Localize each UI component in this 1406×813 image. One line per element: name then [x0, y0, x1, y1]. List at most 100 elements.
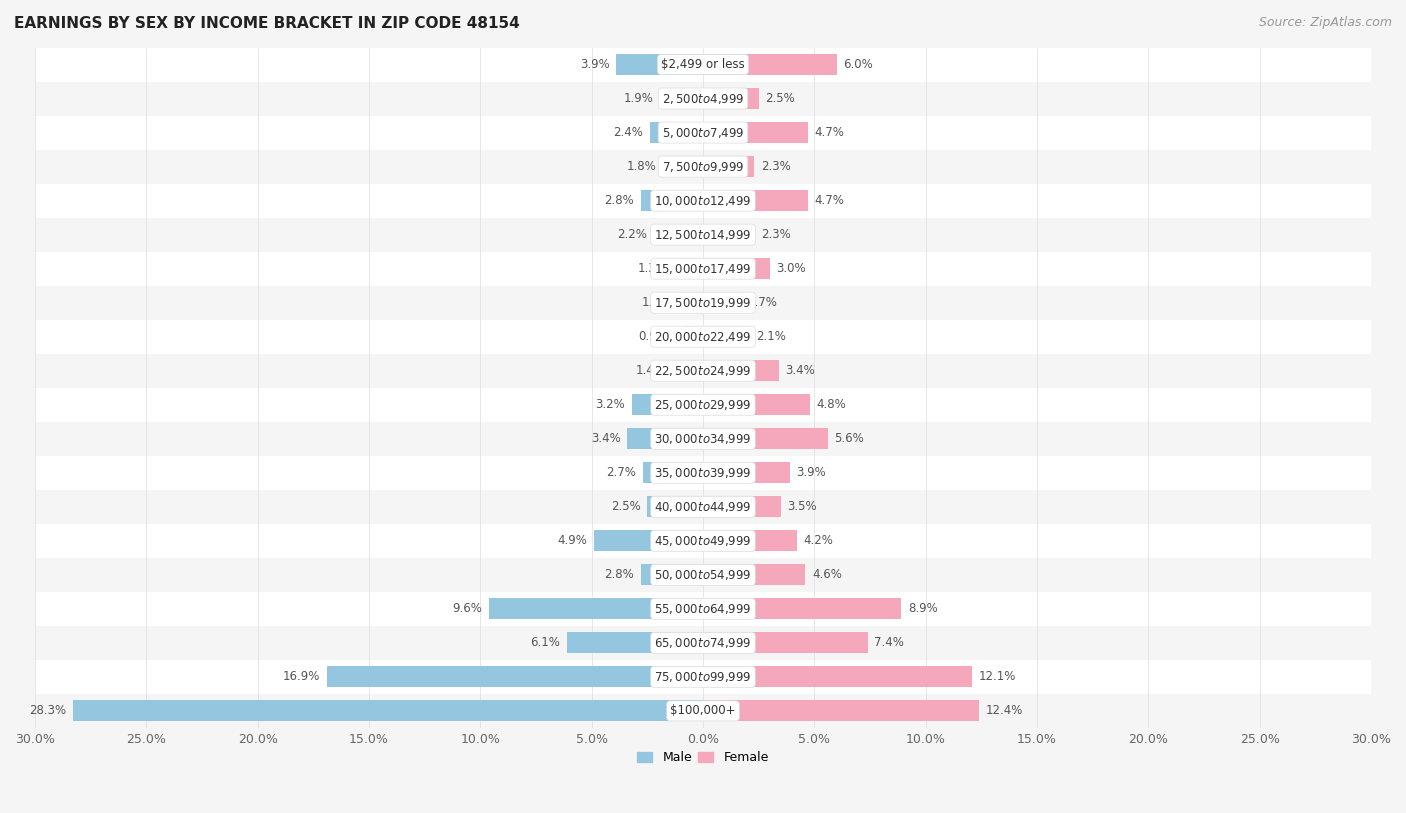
Bar [662, 156, 703, 177]
Bar [679, 292, 703, 313]
Text: 2.8%: 2.8% [605, 194, 634, 207]
Bar [703, 360, 779, 381]
Bar [326, 667, 703, 688]
Bar [35, 693, 1371, 728]
Text: 4.7%: 4.7% [814, 194, 844, 207]
Text: $22,500 to $24,999: $22,500 to $24,999 [654, 363, 752, 378]
Bar [703, 394, 810, 415]
Text: $20,000 to $22,499: $20,000 to $22,499 [654, 330, 752, 344]
Bar [650, 122, 703, 143]
Bar [627, 428, 703, 450]
Text: 7.4%: 7.4% [875, 637, 904, 650]
Bar [703, 700, 979, 721]
Bar [703, 428, 828, 450]
Bar [35, 489, 1371, 524]
Text: 2.4%: 2.4% [613, 126, 643, 139]
Bar [35, 660, 1371, 693]
Text: 1.3%: 1.3% [637, 262, 668, 275]
Text: 9.6%: 9.6% [453, 602, 482, 615]
Text: $55,000 to $64,999: $55,000 to $64,999 [654, 602, 752, 615]
Bar [489, 598, 703, 620]
Bar [35, 320, 1371, 354]
Text: 2.3%: 2.3% [761, 160, 790, 173]
Bar [35, 184, 1371, 218]
Bar [703, 326, 749, 347]
Bar [682, 326, 703, 347]
Bar [641, 564, 703, 585]
Bar [703, 122, 807, 143]
Text: 2.2%: 2.2% [617, 228, 647, 241]
Text: 3.9%: 3.9% [579, 58, 609, 71]
Bar [647, 496, 703, 517]
Text: 2.1%: 2.1% [756, 330, 786, 343]
Bar [703, 54, 837, 75]
Text: Source: ZipAtlas.com: Source: ZipAtlas.com [1258, 16, 1392, 29]
Bar [703, 564, 806, 585]
Bar [73, 700, 703, 721]
Text: 4.8%: 4.8% [817, 398, 846, 411]
Bar [703, 598, 901, 620]
Text: 6.0%: 6.0% [844, 58, 873, 71]
Text: $10,000 to $12,499: $10,000 to $12,499 [654, 193, 752, 207]
Text: $35,000 to $39,999: $35,000 to $39,999 [654, 466, 752, 480]
Bar [35, 626, 1371, 660]
Text: $17,500 to $19,999: $17,500 to $19,999 [654, 296, 752, 310]
Bar [35, 252, 1371, 285]
Bar [593, 530, 703, 551]
Text: $65,000 to $74,999: $65,000 to $74,999 [654, 636, 752, 650]
Bar [703, 496, 780, 517]
Text: 8.9%: 8.9% [908, 602, 938, 615]
Bar [35, 388, 1371, 422]
Text: 3.4%: 3.4% [591, 433, 620, 446]
Text: 4.6%: 4.6% [813, 568, 842, 581]
Bar [35, 524, 1371, 558]
Text: EARNINGS BY SEX BY INCOME BRACKET IN ZIP CODE 48154: EARNINGS BY SEX BY INCOME BRACKET IN ZIP… [14, 16, 520, 31]
Bar [616, 54, 703, 75]
Bar [703, 633, 868, 654]
Bar [35, 218, 1371, 252]
Text: 1.8%: 1.8% [627, 160, 657, 173]
Bar [35, 592, 1371, 626]
Text: $100,000+: $100,000+ [671, 704, 735, 717]
Text: 2.3%: 2.3% [761, 228, 790, 241]
Bar [673, 258, 703, 279]
Bar [703, 667, 973, 688]
Bar [661, 88, 703, 109]
Text: 1.7%: 1.7% [748, 296, 778, 309]
Bar [631, 394, 703, 415]
Bar [35, 285, 1371, 320]
Text: 0.95%: 0.95% [638, 330, 675, 343]
Text: $50,000 to $54,999: $50,000 to $54,999 [654, 567, 752, 582]
Text: 12.4%: 12.4% [986, 704, 1024, 717]
Text: 4.7%: 4.7% [814, 126, 844, 139]
Text: 1.4%: 1.4% [636, 364, 665, 377]
Legend: Male, Female: Male, Female [633, 746, 773, 769]
Bar [35, 115, 1371, 150]
Text: 4.2%: 4.2% [803, 534, 834, 547]
Bar [672, 360, 703, 381]
Text: 3.5%: 3.5% [787, 500, 817, 513]
Bar [703, 530, 797, 551]
Text: $25,000 to $29,999: $25,000 to $29,999 [654, 398, 752, 411]
Text: $7,500 to $9,999: $7,500 to $9,999 [662, 159, 744, 174]
Text: $2,499 or less: $2,499 or less [661, 58, 745, 71]
Bar [567, 633, 703, 654]
Text: $5,000 to $7,499: $5,000 to $7,499 [662, 125, 744, 140]
Text: 1.9%: 1.9% [624, 92, 654, 105]
Text: 28.3%: 28.3% [30, 704, 66, 717]
Text: 2.8%: 2.8% [605, 568, 634, 581]
Text: 3.2%: 3.2% [595, 398, 626, 411]
Bar [703, 190, 807, 211]
Bar [35, 150, 1371, 184]
Text: $30,000 to $34,999: $30,000 to $34,999 [654, 432, 752, 446]
Text: 1.1%: 1.1% [643, 296, 672, 309]
Bar [35, 354, 1371, 388]
Bar [703, 292, 741, 313]
Bar [35, 81, 1371, 115]
Text: 2.5%: 2.5% [765, 92, 796, 105]
Text: 3.4%: 3.4% [786, 364, 815, 377]
Bar [35, 456, 1371, 489]
Text: $75,000 to $99,999: $75,000 to $99,999 [654, 670, 752, 684]
Bar [703, 88, 759, 109]
Text: 2.7%: 2.7% [606, 467, 636, 479]
